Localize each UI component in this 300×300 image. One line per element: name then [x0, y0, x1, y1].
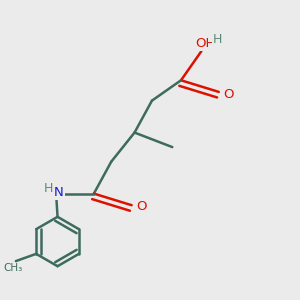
Text: H: H	[213, 33, 222, 46]
Text: CH₃: CH₃	[3, 263, 22, 273]
Text: H: H	[44, 182, 53, 195]
Text: N: N	[54, 187, 64, 200]
Text: OH: OH	[196, 38, 216, 50]
Text: O: O	[224, 88, 234, 101]
Text: O: O	[136, 200, 147, 213]
